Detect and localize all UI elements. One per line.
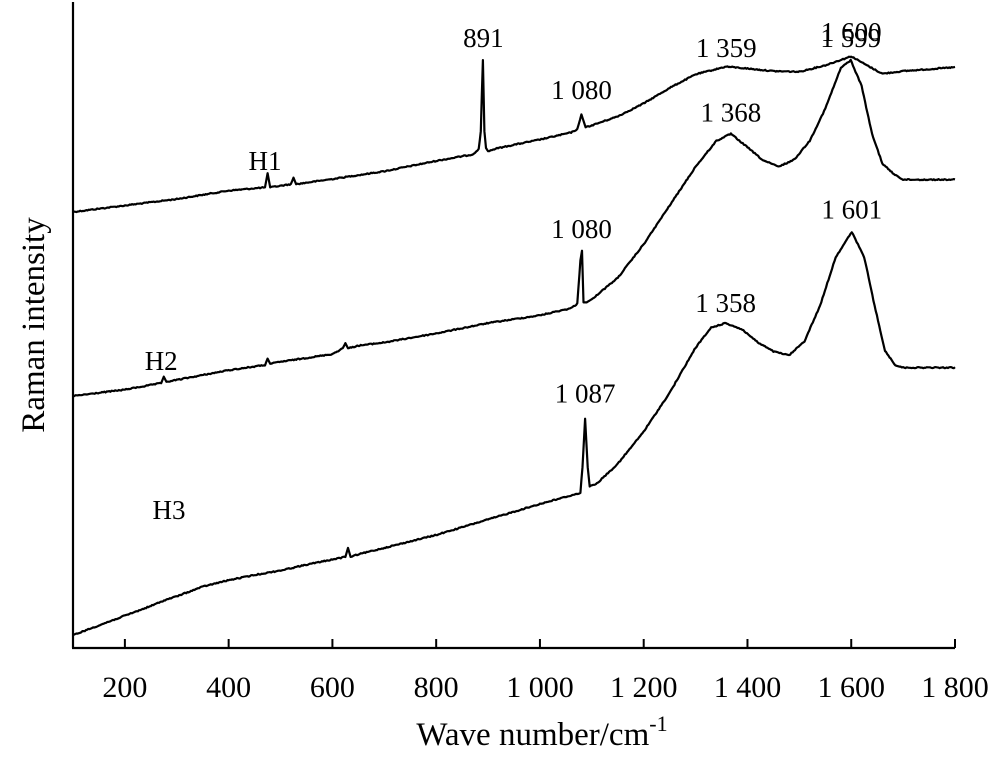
- axes: [71, 2, 955, 650]
- x-axis-title-text: Wave number/cm: [416, 717, 649, 753]
- x-tick-label-1600: 1 600: [817, 671, 885, 704]
- x-tick-label-1400: 1 400: [714, 671, 782, 704]
- peak-label-1-368-4: 1 368: [700, 98, 761, 128]
- peak-label-1-600-3: 1 600: [821, 17, 882, 47]
- x-axis-title-superscript: -1: [649, 711, 667, 736]
- peak-label-1-087-9: 1 087: [555, 379, 616, 409]
- x-tick-label-200: 200: [102, 671, 147, 704]
- peak-annotation-layer: 891 1 080 1 359 1 600 1 368 1 599 1 080 1 358 1 …: [463, 17, 882, 409]
- x-tick-label-800: 800: [414, 671, 459, 704]
- x-tick-label-600: 600: [310, 671, 355, 704]
- peak-label-891-0: 891: [463, 23, 504, 53]
- series-label-h3: H3: [152, 495, 185, 525]
- spectra-layer: [72, 55, 956, 636]
- peak-label-1-358-7: 1 358: [695, 288, 756, 318]
- spectrum-line-h3: [73, 231, 956, 636]
- peak-label-1-599-5: 1 599: [820, 23, 881, 53]
- peak-label-1-080-1: 1 080: [551, 75, 612, 105]
- x-tick-label-1800: 1 800: [921, 671, 989, 704]
- x-tick-label-400: 400: [206, 671, 251, 704]
- peak-label-1-080-6: 1 080: [551, 214, 612, 244]
- spectrum-line-h2: [72, 58, 956, 398]
- y-axis-title: Raman intensity: [16, 217, 52, 433]
- x-axis-ticks: 200 400 600 800 1 000 1 200 1 400 1 600 1 800: [102, 639, 989, 704]
- peak-label-1-601-8: 1 601: [821, 194, 882, 224]
- series-label-h1: H1: [248, 146, 281, 176]
- x-axis-title: Wave number/cm-1: [416, 711, 667, 753]
- x-tick-label-1200: 1 200: [610, 671, 678, 704]
- spectrum-line-h1: [72, 55, 956, 214]
- x-tick-label-1000: 1 000: [506, 671, 574, 704]
- peak-label-1-359-2: 1 359: [696, 33, 757, 63]
- series-label-h2: H2: [145, 346, 178, 376]
- series-label-layer: H1 H2 H3: [145, 146, 282, 525]
